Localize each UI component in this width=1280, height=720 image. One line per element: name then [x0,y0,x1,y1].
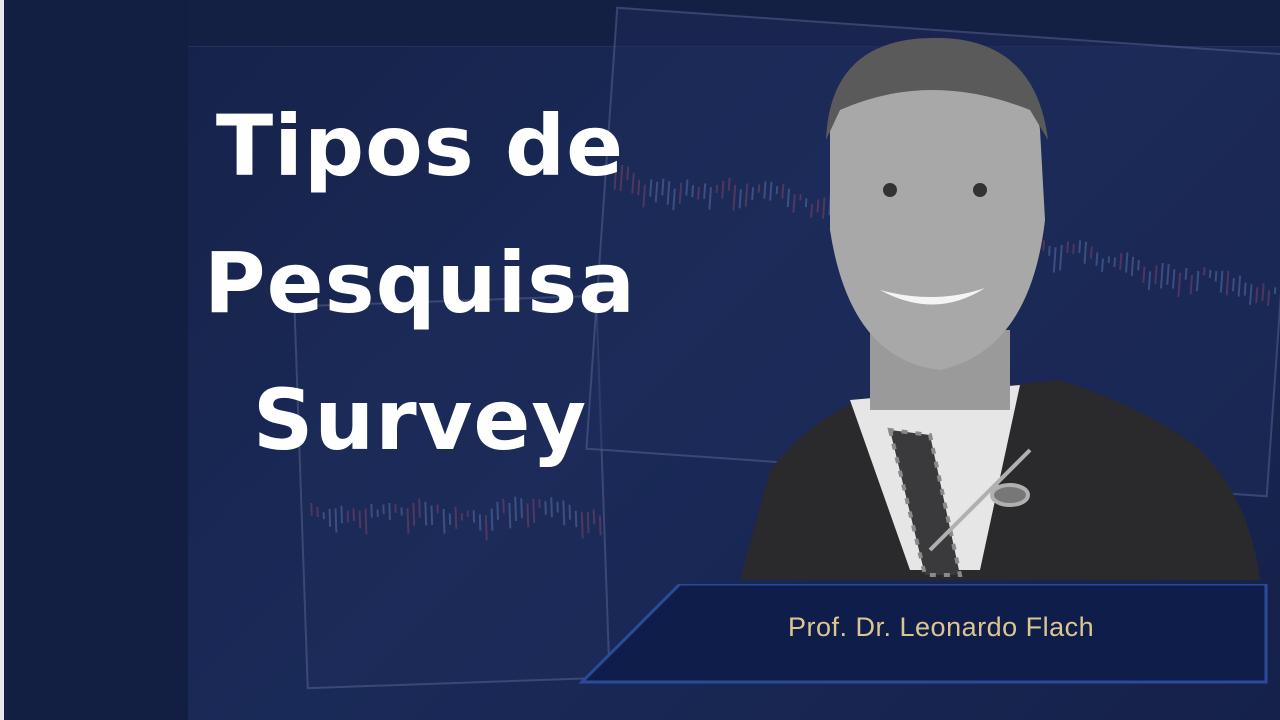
background-candle [329,509,332,527]
background-candle [697,187,700,200]
background-candle [514,497,517,521]
background-candle [526,503,529,527]
background-candle [496,502,499,520]
background-candle [491,509,494,531]
background-candle [467,511,469,517]
background-candle [1274,287,1276,294]
background-candle [401,507,403,515]
background-candle [424,502,427,526]
background-candle [708,187,712,209]
background-candle [556,502,558,513]
background-candle [485,515,488,540]
background-candle [359,511,362,529]
background-candle [418,498,421,518]
background-candle [703,183,706,199]
title-line: Survey [150,352,690,489]
background-candle [502,499,505,514]
background-candle [388,503,391,520]
background-candle [520,498,523,518]
background-candle [721,181,724,199]
background-candle [370,504,372,518]
background-candle [581,512,584,538]
background-candle [365,509,368,535]
background-candle [323,512,325,519]
background-candle [569,505,572,520]
background-candle [587,512,590,533]
background-candle [353,508,355,521]
background-candle [532,499,535,523]
background-candle [716,185,719,193]
left-edge-strip [0,0,4,720]
background-candle [310,503,312,516]
background-candle [340,506,343,523]
background-candle [430,506,433,525]
background-candle [347,510,349,522]
background-candle [316,507,318,517]
background-candle [473,510,475,522]
background-candle [461,513,463,520]
background-candle [508,503,511,528]
presenter-photo [730,30,1270,590]
background-candle [479,514,482,530]
background-candle [691,185,694,197]
presenter-name: Prof. Dr. Leonardo Flach [788,612,1094,643]
background-candle [599,515,602,535]
background-candle [593,509,596,524]
background-candle [562,500,565,525]
background-candle [575,511,578,527]
title-line: Tipos de [150,78,690,215]
background-candle [544,501,546,514]
background-candle [377,509,379,516]
background-candle [407,508,410,534]
background-candle [412,503,415,526]
background-candle [449,513,451,524]
background-candle [550,497,553,517]
title-line: Pesquisa [150,215,690,352]
background-candle [394,504,396,513]
background-candle [436,505,438,514]
background-candle [382,504,384,513]
thumbnail-title: Tipos de Pesquisa Survey [150,78,690,489]
background-candle [455,507,458,529]
background-candle [538,499,540,508]
background-candle [443,509,446,534]
background-candle [334,508,337,532]
